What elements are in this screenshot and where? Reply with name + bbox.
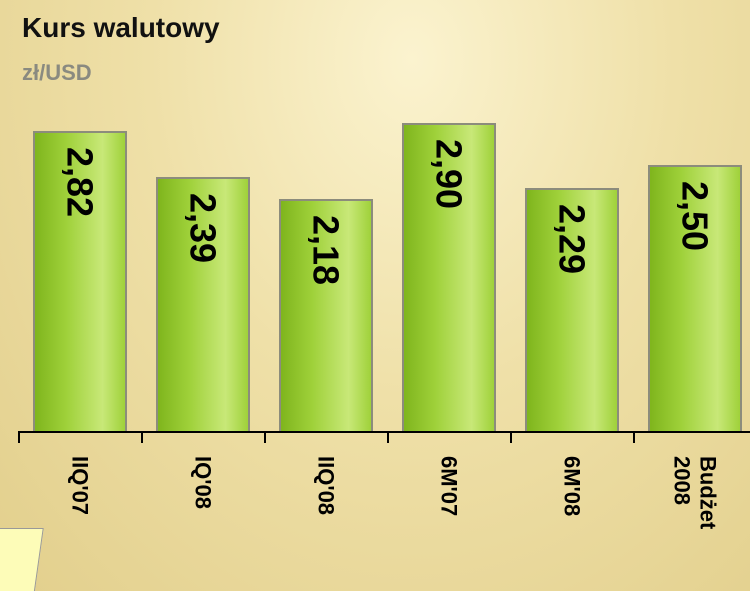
x-tick-label: IIQ'08 xyxy=(313,456,339,516)
x-tick-label: 6M'07 xyxy=(436,456,462,517)
x-tick-label: IQ'08 xyxy=(190,456,216,509)
bar xyxy=(647,165,742,431)
bar xyxy=(278,199,373,431)
x-tick-label: 6M'08 xyxy=(559,456,585,517)
value-label: 2,18 xyxy=(305,215,347,286)
x-axis xyxy=(18,431,750,433)
value-label: 2,29 xyxy=(551,203,593,274)
note-decoration xyxy=(0,528,44,591)
value-label: 2,39 xyxy=(182,193,224,264)
bar xyxy=(401,123,496,431)
value-label: 2,50 xyxy=(674,181,716,252)
x-tick xyxy=(633,431,635,443)
x-tick xyxy=(141,431,143,443)
x-tick xyxy=(264,431,266,443)
x-tick xyxy=(510,431,512,443)
value-label: 2,90 xyxy=(428,139,470,210)
chart-subtitle: zł/USD xyxy=(22,60,92,85)
x-tick xyxy=(387,431,389,443)
x-tick-label: Budżet 2008 xyxy=(669,456,721,530)
value-label: 2,82 xyxy=(59,147,101,218)
chart-title: Kurs walutowy xyxy=(22,12,220,43)
bar xyxy=(155,177,250,431)
x-tick xyxy=(18,431,20,443)
bar xyxy=(32,131,127,431)
bar xyxy=(524,187,619,431)
x-tick-label: IIQ'07 xyxy=(67,456,93,516)
